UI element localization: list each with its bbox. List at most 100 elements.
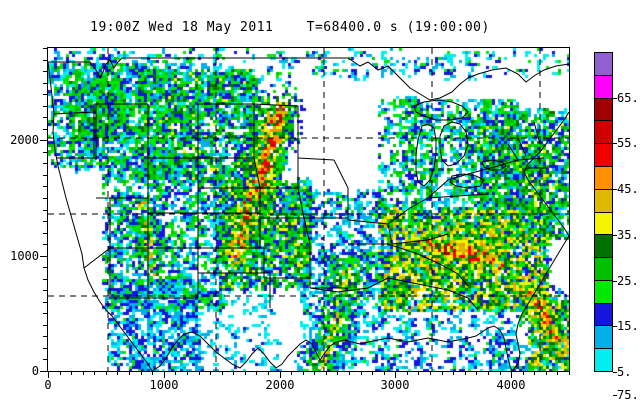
x-axis-tick [71, 371, 72, 375]
x-axis-tick [557, 371, 558, 375]
x-axis-label: 1000 [149, 378, 179, 392]
y-axis-label: 1000 [10, 249, 39, 263]
x-axis-tick [569, 371, 570, 375]
x-axis-tick [291, 371, 292, 375]
colorbar-tick-label: 55. [617, 136, 639, 150]
x-axis-tick [534, 371, 535, 375]
x-axis-tick [465, 371, 466, 375]
y-axis-tick [43, 313, 47, 314]
y-axis-tick [43, 290, 47, 291]
x-axis-tick [187, 371, 188, 375]
y-axis-tick [43, 267, 47, 268]
x-axis-tick [83, 371, 84, 375]
colorbar-tick-label: 5. [617, 365, 632, 379]
colorbar-tick [613, 326, 617, 327]
map-plot-area[interactable] [47, 47, 570, 372]
x-axis-tick [94, 371, 95, 375]
colorbar-tick [613, 281, 617, 282]
x-axis-tick [152, 371, 153, 375]
y-axis-tick [40, 140, 47, 141]
x-axis-tick [48, 371, 49, 378]
colorbar-band [595, 121, 612, 145]
y-axis-tick [43, 233, 47, 234]
x-axis-tick [442, 371, 443, 375]
colorbar-band [595, 349, 612, 371]
x-axis-tick [546, 371, 547, 375]
y-axis-tick [43, 348, 47, 349]
x-axis-tick [164, 371, 165, 378]
x-axis-tick [395, 371, 396, 378]
colorbar-tick [613, 98, 617, 99]
y-axis-tick [43, 279, 47, 280]
x-axis-tick [141, 371, 142, 375]
colorbar-tick [613, 235, 617, 236]
y-axis-tick [43, 302, 47, 303]
x-axis-tick [488, 371, 489, 375]
x-axis-tick [326, 371, 327, 375]
x-axis-tick [256, 371, 257, 375]
x-axis-tick [407, 371, 408, 375]
x-axis-tick [314, 371, 315, 375]
colorbar-tick [613, 395, 617, 396]
colorbar-band [595, 303, 612, 327]
colorbar-tick-label: 65. [617, 91, 639, 105]
x-axis-tick [523, 371, 524, 375]
x-axis-tick [106, 371, 107, 375]
colorbar-tick [613, 189, 617, 190]
y-axis-tick [43, 152, 47, 153]
radar-reflectivity-layer [48, 48, 569, 371]
colorbar-tick [613, 372, 617, 373]
x-axis-label: 2000 [265, 378, 295, 392]
y-axis-tick [43, 71, 47, 72]
y-axis-tick [43, 163, 47, 164]
x-axis-tick [268, 371, 269, 375]
x-axis-tick [303, 371, 304, 375]
colorbar [594, 52, 613, 372]
x-axis-tick [476, 371, 477, 375]
x-axis-tick [349, 371, 350, 375]
y-axis-tick [43, 325, 47, 326]
x-axis-tick [222, 371, 223, 375]
x-axis-tick [418, 371, 419, 375]
x-axis-tick [511, 371, 512, 378]
colorbar-tick-label: 75. [617, 388, 639, 402]
colorbar-band [595, 98, 612, 122]
y-axis-tick [43, 210, 47, 211]
y-axis-tick [43, 244, 47, 245]
x-axis-tick [500, 371, 501, 375]
y-axis-label: 0 [31, 364, 39, 378]
y-axis-tick [43, 83, 47, 84]
x-axis-tick [372, 371, 373, 375]
x-axis-tick [430, 371, 431, 375]
y-axis-tick [43, 175, 47, 176]
colorbar-band [595, 189, 612, 213]
y-axis-tick [40, 371, 47, 372]
y-axis-tick [43, 359, 47, 360]
colorbar-tick-label: 45. [617, 182, 639, 196]
colorbar-band [595, 166, 612, 190]
colorbar-band [595, 212, 612, 236]
colorbar-tick [613, 143, 617, 144]
y-axis-tick [43, 60, 47, 61]
x-axis-tick [280, 371, 281, 378]
x-axis-tick [129, 371, 130, 375]
chart-title: 19:00Z Wed 18 May 2011 T=68400.0 s (19:0… [90, 20, 490, 35]
x-axis-tick [210, 371, 211, 375]
x-axis-tick [245, 371, 246, 375]
colorbar-band [595, 280, 612, 304]
y-axis-tick [43, 48, 47, 49]
y-axis-tick [43, 186, 47, 187]
colorbar-band [595, 144, 612, 167]
x-axis-tick [117, 371, 118, 375]
colorbar-band [595, 75, 612, 99]
x-axis-label: 0 [44, 378, 52, 392]
y-axis-tick [43, 106, 47, 107]
y-axis-tick [40, 256, 47, 257]
colorbar-tick-label: 25. [617, 274, 639, 288]
colorbar-tick-label: 35. [617, 228, 639, 242]
y-axis-tick [43, 129, 47, 130]
x-axis-tick [361, 371, 362, 375]
y-axis-tick [43, 221, 47, 222]
colorbar-band [595, 326, 612, 350]
